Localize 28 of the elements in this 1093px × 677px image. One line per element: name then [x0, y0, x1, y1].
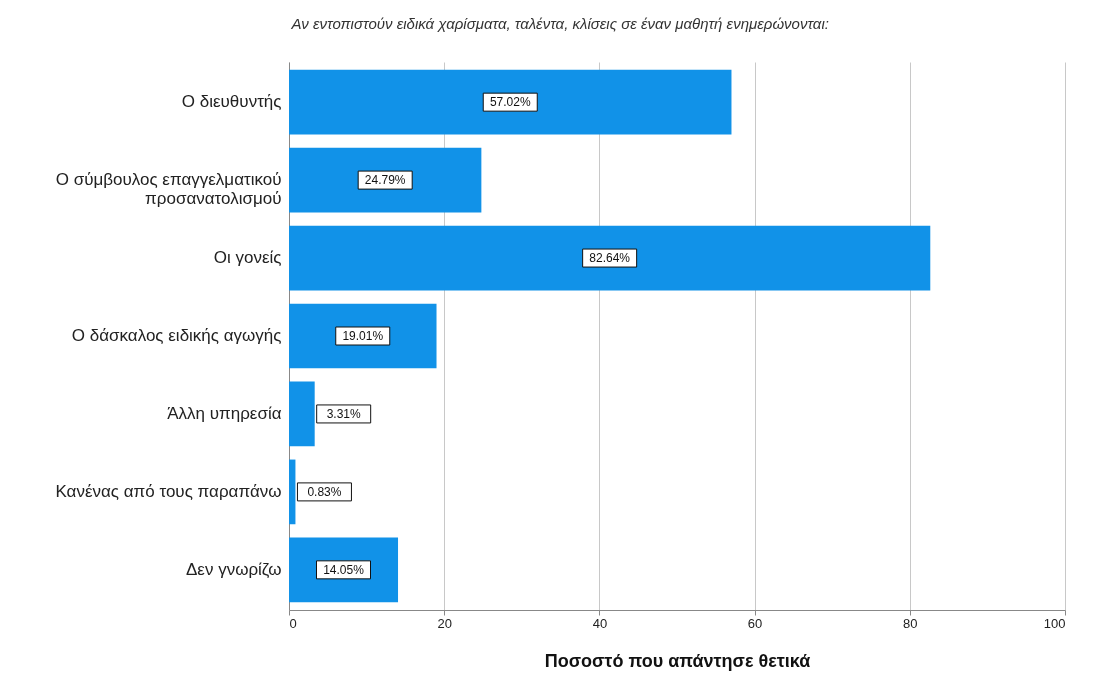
data-label: 14.05% [323, 562, 365, 577]
x-tick-label: 20 [437, 615, 452, 631]
x-axis-title: Ποσοστό που απάντησε θετικά [544, 650, 811, 671]
data-label: 57.02% [489, 95, 531, 110]
data-label: 0.83% [307, 484, 342, 499]
bar [289, 69, 732, 135]
x-tick-label: 100 [1043, 615, 1066, 631]
y-tick-label: Ο δάσκαλος ειδικής αγωγής [71, 326, 282, 345]
y-tick-label: Ο διευθυντής [181, 92, 282, 112]
bar [289, 225, 931, 291]
y-tick-label: Άλλη υπηρεσία [167, 403, 282, 423]
bar [289, 381, 315, 447]
bar [289, 459, 296, 525]
y-tick-label: Ο σύμβουλος επαγγελματικού προσανατολισμού [55, 170, 282, 209]
x-tick-label: 40 [592, 615, 608, 631]
x-tick-label: 0 [289, 615, 297, 631]
chart-title: Αν εντοπιστούν ειδικά χαρίσματα, ταλέντα, κλίσεις σε έναν μαθητή ενημερώνονται: [290, 15, 829, 32]
data-label: 3.31% [326, 406, 362, 421]
data-label: 82.64% [589, 251, 631, 266]
bar [289, 147, 482, 213]
data-label: 19.01% [342, 329, 384, 343]
data-label: 24.79% [364, 173, 406, 188]
x-tick-label: 60 [747, 615, 763, 631]
y-tick-label: Κανένας από τους παραπάνω [55, 481, 282, 501]
bar [289, 303, 437, 369]
y-tick-label: Οι γονείς [213, 248, 282, 268]
y-tick-label: Δεν γνωρίζω [185, 559, 282, 579]
x-tick-label: 80 [903, 615, 918, 631]
